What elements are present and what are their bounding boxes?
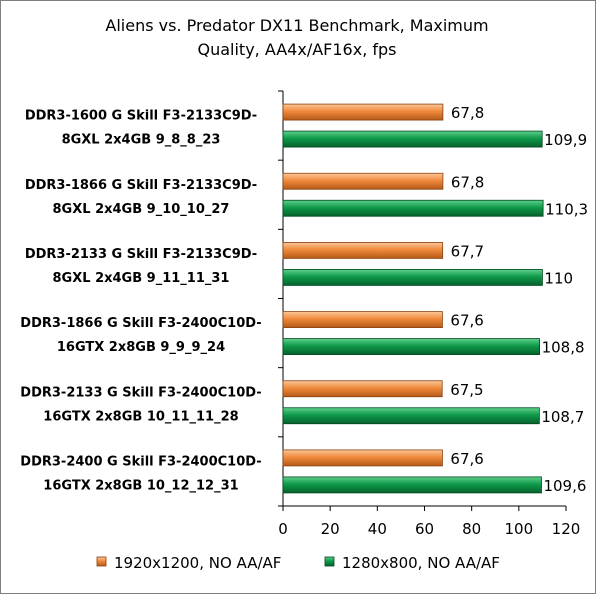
chart-title-line-2: Quality, AA4x/AF16x, fps: [198, 40, 397, 59]
x-tick-label: 0: [278, 520, 288, 538]
category-label: DDR3-2400 G Skill F3-2400C10D-: [20, 454, 261, 469]
bar-1280x800: [282, 269, 543, 286]
legend-label-1280x800: 1280x800, NO AA/AF: [342, 554, 500, 572]
data-label: 67,6: [450, 312, 483, 330]
legend: 1920x1200, NO AA/AF 1280x800, NO AA/AF: [96, 554, 500, 572]
data-label: 67,5: [450, 381, 483, 399]
bar-1920x1200: [282, 380, 443, 398]
data-label: 67,8: [451, 104, 484, 122]
x-tick-label: 60: [415, 520, 434, 538]
bar-1280x800: [282, 130, 543, 148]
category-label: 16GTX 2x8GB 10_12_12_31: [43, 478, 238, 493]
x-tick-label: 80: [462, 520, 481, 538]
plot-area: 0 20 40 60 80 100 120 DDR3-1600 G Skill F3-2133…: [20, 90, 588, 538]
bar-1920x1200: [282, 311, 443, 328]
x-tick-label: 120: [552, 520, 581, 538]
data-label: 108,7: [541, 408, 584, 426]
bar-1920x1200: [282, 242, 444, 259]
category-label: 16GTX 2x8GB 10_11_11_28: [43, 409, 238, 424]
category-label: DDR3-1600 G Skill F3-2133C9D-: [25, 109, 257, 124]
data-label: 67,8: [451, 173, 484, 191]
category-label: 8GXL 2x4GB 9_8_8_23: [62, 133, 221, 148]
bar-1280x800: [282, 407, 540, 425]
data-label: 109,9: [544, 131, 587, 149]
data-label: 110: [544, 269, 573, 287]
legend-label-1920x1200: 1920x1200, NO AA/AF: [114, 554, 281, 572]
chart-title-line-1: Aliens vs. Predator DX11 Benchmark, Maxi…: [105, 16, 488, 35]
data-label: 109,6: [543, 477, 586, 495]
data-label: 67,6: [450, 450, 483, 468]
category-label: 16GTX 2x8GB 9_9_9_24: [57, 340, 225, 355]
x-tick-label: 20: [321, 520, 340, 538]
x-tick-label: 100: [505, 520, 534, 538]
bar-1280x800: [282, 338, 540, 355]
bar-1920x1200: [282, 103, 444, 121]
bar-1920x1200: [282, 172, 444, 190]
data-label: 110,3: [545, 200, 588, 218]
data-label: 67,7: [451, 242, 484, 260]
bar-1280x800: [282, 476, 542, 494]
category-label: DDR3-2133 G Skill F3-2133C9D-: [25, 247, 257, 262]
category-label: DDR3-2133 G Skill F3-2400C10D-: [20, 385, 261, 400]
legend-swatch-1280x800: [324, 556, 335, 567]
category-label: 8GXL 2x4GB 9_10_10_27: [53, 202, 230, 217]
data-label: 108,8: [542, 339, 585, 357]
category-label: DDR3-1866 G Skill F3-2133C9D-: [25, 178, 257, 193]
bar-1920x1200: [282, 449, 443, 467]
x-tick-label: 40: [368, 520, 387, 538]
category-label: DDR3-1866 G Skill F3-2400C10D-: [20, 316, 261, 331]
legend-swatch-1920x1200: [96, 556, 107, 567]
bar-1280x800: [282, 199, 544, 217]
category-label: 8GXL 2x4GB 9_11_11_31: [53, 271, 230, 286]
